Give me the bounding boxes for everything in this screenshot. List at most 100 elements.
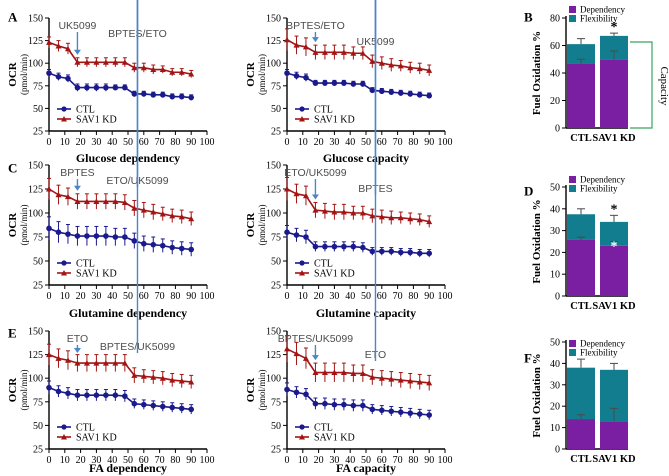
data-point xyxy=(303,74,309,81)
y-axis-label: OCR xyxy=(7,377,19,403)
y-tick-label: 50 xyxy=(271,104,281,115)
x-tick-label: 40 xyxy=(107,291,117,302)
x-tick-label: 50 xyxy=(123,455,133,466)
x-tick-label: 10 xyxy=(298,455,308,466)
treatment-annotation: BPTES/UK5099 xyxy=(278,333,353,345)
x-tick-label: 100 xyxy=(438,291,453,302)
legend-label: CTL xyxy=(314,423,333,434)
x-tick-label: 10 xyxy=(60,137,70,148)
y-axis-label: OCR xyxy=(7,61,19,87)
bar-flexibility xyxy=(600,221,628,246)
data-point xyxy=(388,376,395,382)
data-point xyxy=(284,229,290,235)
x-tick-label: 60 xyxy=(377,291,387,302)
data-point xyxy=(369,406,376,413)
y-tick-label: 10 xyxy=(550,423,560,434)
data-point xyxy=(322,400,328,407)
data-point xyxy=(112,234,119,240)
x-tick-label: 90 xyxy=(186,455,196,466)
x-tick-label: 60 xyxy=(139,455,149,466)
bar-panel-B: B 0 20 40 60 80 Fuel Oxidation % DependencyFlex… xyxy=(524,5,636,145)
data-point xyxy=(178,213,185,220)
data-point xyxy=(102,59,109,65)
x-tick-label: 80 xyxy=(408,455,418,466)
x-tick-label: 80 xyxy=(170,455,180,466)
data-point xyxy=(93,84,100,91)
data-point xyxy=(112,198,119,204)
x-tick-label: 70 xyxy=(155,137,165,148)
data-point xyxy=(322,243,328,250)
x-tick-label: 90 xyxy=(424,291,434,302)
y-tick-label: 75 xyxy=(271,233,281,244)
x-tick-label: 10 xyxy=(298,291,308,302)
data-point xyxy=(169,212,176,219)
data-point xyxy=(74,392,81,398)
data-point xyxy=(93,392,100,398)
data-point xyxy=(159,66,166,73)
data-point xyxy=(388,62,395,68)
x-tick-label: 90 xyxy=(186,137,196,148)
y-tick-label: 40 xyxy=(550,359,560,370)
data-point xyxy=(359,370,366,376)
y-axis-unit: (pmol/min) xyxy=(257,370,267,411)
legend-label: SAV1 KD xyxy=(76,269,117,280)
arrow-head-icon xyxy=(311,194,319,200)
data-point xyxy=(302,43,309,50)
data-point xyxy=(397,62,404,69)
data-point xyxy=(131,91,138,97)
data-point xyxy=(369,212,376,219)
data-point xyxy=(331,80,338,86)
arrow-head-icon xyxy=(311,37,319,43)
legend-marker xyxy=(299,116,305,122)
y-axis-label: Fuel Oxidation % xyxy=(531,353,543,437)
bar-dependency xyxy=(600,245,628,296)
data-point xyxy=(397,90,404,96)
y-tick-label: 50 xyxy=(271,421,281,432)
data-point xyxy=(322,80,328,86)
data-point xyxy=(169,69,176,75)
data-point xyxy=(360,244,366,251)
category-label: CTL xyxy=(570,133,592,144)
legend-marker xyxy=(299,424,305,430)
legend-label: CTL xyxy=(76,105,95,116)
data-point xyxy=(312,243,319,250)
category-label: SAV1 KD xyxy=(592,133,636,144)
legend-swatch xyxy=(569,6,576,13)
data-point xyxy=(188,246,194,253)
series-line-ctl xyxy=(48,227,192,251)
legend-label: Flexibility xyxy=(580,348,618,358)
y-tick-label: 50 xyxy=(550,183,560,194)
capacity-bracket xyxy=(630,41,653,129)
data-point xyxy=(378,213,385,220)
data-point xyxy=(312,207,319,213)
series-line-kd xyxy=(286,39,430,72)
bar-panel-D: D 0 10 20 30 40 50 Fuel Oxidation % DependencyFl… xyxy=(524,175,636,313)
legend-swatch xyxy=(569,176,576,183)
bar-flexibility xyxy=(567,367,595,420)
data-point xyxy=(340,49,347,55)
x-tick-label: 0 xyxy=(285,291,290,302)
y-tick-label: 25 xyxy=(271,127,281,138)
bar-dependency xyxy=(567,419,595,449)
data-point xyxy=(46,70,52,76)
series-line-kd xyxy=(48,188,192,220)
legend-marker xyxy=(61,260,67,266)
legend-marker xyxy=(61,270,67,276)
legend-swatch xyxy=(569,349,576,356)
data-point xyxy=(397,214,404,221)
data-point xyxy=(103,84,109,91)
data-point xyxy=(388,408,395,415)
legend-label: CTL xyxy=(314,105,333,116)
bar-flexibility xyxy=(600,35,628,60)
data-point xyxy=(312,49,319,55)
data-point xyxy=(293,350,300,357)
data-point xyxy=(93,360,100,366)
data-point xyxy=(102,360,109,366)
data-point xyxy=(121,199,128,205)
y-axis-label: OCR xyxy=(245,377,257,403)
data-point xyxy=(169,404,176,411)
category-label: CTL xyxy=(570,301,592,312)
x-tick-label: 30 xyxy=(91,137,101,148)
data-point xyxy=(188,94,194,101)
line-panel-A2: 25 50 75 100 125 150 0 10 20 30 40 50 60 70 80 90 100 OCR… xyxy=(245,0,453,165)
